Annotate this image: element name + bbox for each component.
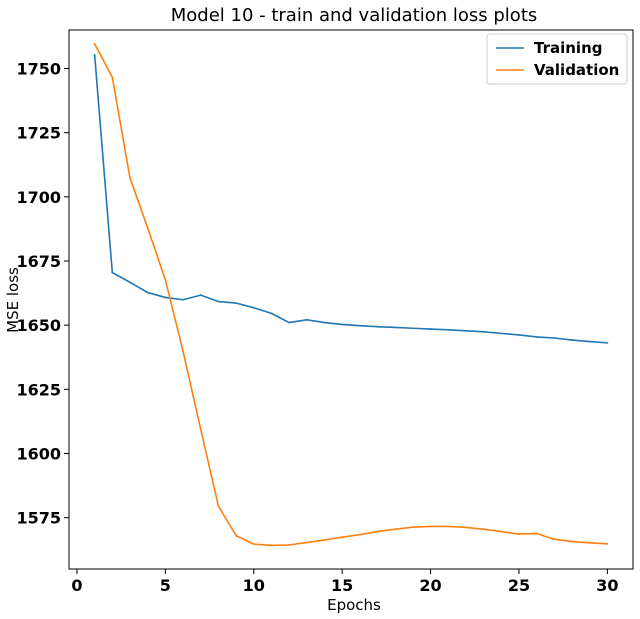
data-point-validation: [447, 525, 450, 528]
x-tick-label: 5: [160, 576, 171, 595]
data-point-training: [482, 330, 485, 333]
data-point-training: [588, 340, 591, 343]
legend-label-training: Training: [534, 39, 602, 57]
series-line-validation: [93, 43, 608, 547]
data-point-training: [111, 271, 114, 274]
data-point-training: [146, 291, 149, 294]
data-point-validation: [164, 279, 167, 281]
legend-label-validation: Validation: [534, 61, 619, 79]
x-tick-label: 15: [331, 576, 353, 595]
data-point-validation: [323, 539, 326, 541]
data-point-training: [164, 296, 167, 299]
data-point-training: [518, 334, 520, 336]
data-point-validation: [182, 350, 184, 353]
data-point-validation: [129, 177, 131, 180]
data-point-training: [376, 325, 379, 328]
data-point-validation: [535, 532, 538, 535]
data-point-training: [305, 318, 308, 321]
data-point-validation: [341, 536, 344, 539]
data-point-validation: [429, 525, 432, 528]
x-tick-label: 30: [596, 576, 618, 595]
data-point-training: [500, 332, 503, 335]
data-point-validation: [500, 530, 503, 533]
data-point-validation: [146, 226, 149, 229]
data-point-training: [429, 328, 432, 330]
data-point-validation: [252, 543, 255, 545]
data-point-validation: [270, 544, 273, 547]
data-point-training: [606, 341, 609, 344]
data-point-training: [288, 321, 291, 324]
data-point-validation: [93, 42, 96, 45]
y-tick-label: 1700: [16, 188, 61, 207]
data-point-training: [235, 302, 237, 304]
data-point-training: [341, 323, 344, 326]
data-point-training: [411, 327, 414, 330]
x-tick-label: 10: [243, 576, 265, 595]
data-point-validation: [199, 428, 202, 431]
data-point-training: [217, 300, 220, 303]
chart-title: Model 10 - train and validation loss plo…: [171, 5, 538, 26]
data-point-training: [571, 339, 573, 341]
data-point-validation: [305, 541, 308, 544]
y-tick-label: 1750: [16, 60, 61, 79]
y-tick-label: 1675: [16, 252, 61, 271]
series-line-training: [93, 54, 608, 344]
data-point-validation: [288, 543, 291, 546]
data-point-validation: [411, 526, 414, 529]
data-point-validation: [394, 528, 397, 531]
data-point-validation: [482, 528, 485, 531]
data-point-validation: [235, 534, 237, 537]
data-point-training: [465, 329, 467, 332]
x-tick-label: 20: [419, 576, 441, 595]
data-point-training: [447, 328, 450, 331]
x-tick-label: 0: [71, 576, 82, 595]
data-point-validation: [571, 540, 573, 543]
data-point-validation: [606, 542, 609, 545]
y-tick-label: 1600: [16, 445, 61, 464]
series-layer: [93, 42, 609, 547]
data-point-training: [323, 321, 326, 324]
data-point-training: [535, 336, 538, 338]
data-point-training: [182, 298, 184, 301]
data-point-validation: [465, 526, 467, 529]
y-tick-label: 1725: [16, 124, 61, 143]
data-point-training: [270, 312, 273, 315]
data-point-training: [199, 294, 202, 297]
y-tick-label: 1650: [16, 316, 61, 335]
plot-frame: [68, 29, 634, 570]
ticks-layer: 0 5 10 15 20 25 30 1575 1600 1625 1650 1675 1700 1725…: [16, 60, 618, 596]
legend: Training Validation: [486, 33, 628, 85]
data-point-validation: [358, 533, 361, 536]
data-point-validation: [588, 541, 591, 544]
data-point-validation: [376, 530, 379, 533]
data-point-training: [394, 326, 397, 329]
legend-box: [486, 33, 628, 85]
y-axis-label: MSE loss: [4, 267, 22, 333]
data-point-training: [252, 306, 255, 309]
y-tick-label: 1625: [16, 380, 61, 399]
y-tick-label: 1575: [16, 509, 61, 528]
data-point-training: [93, 54, 96, 56]
data-point-validation: [553, 538, 556, 541]
x-axis-label: Epochs: [327, 596, 381, 614]
data-point-training: [553, 337, 556, 339]
data-point-validation: [111, 76, 114, 79]
data-point-training: [358, 324, 361, 327]
data-point-validation: [217, 505, 220, 508]
x-tick-label: 25: [508, 576, 530, 595]
data-point-training: [129, 281, 131, 284]
data-point-validation: [518, 533, 520, 535]
